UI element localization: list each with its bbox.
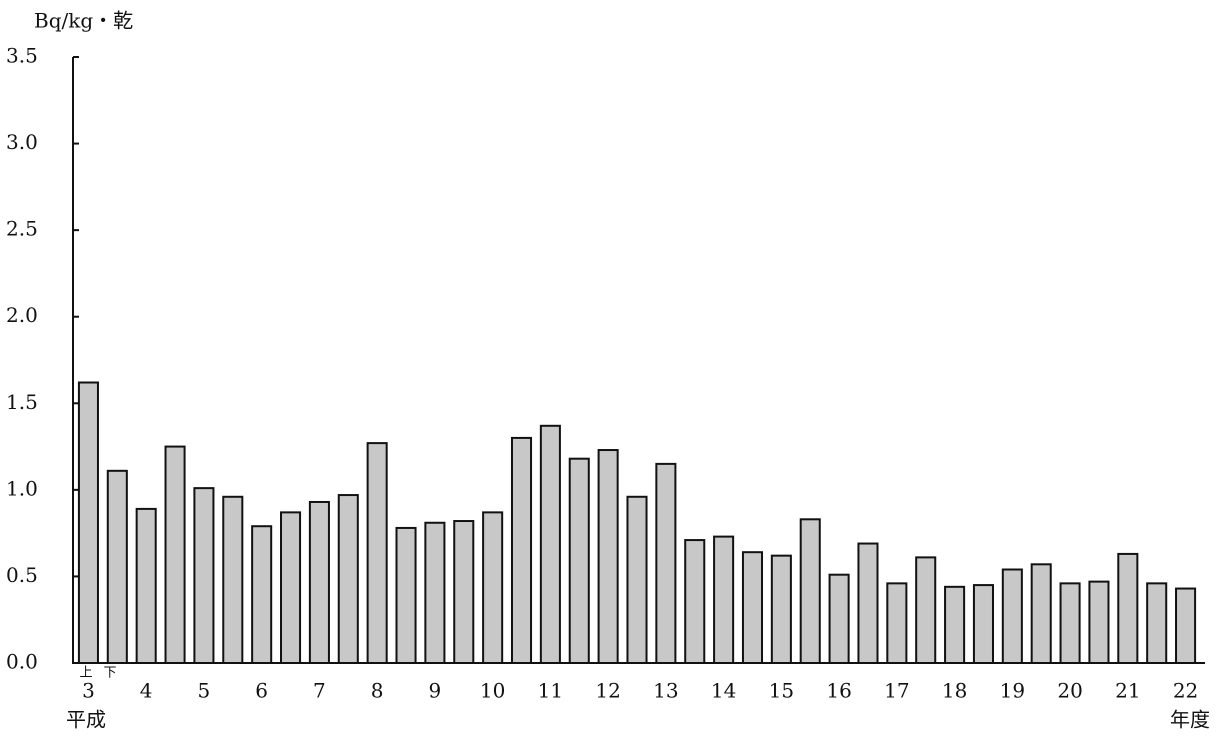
y-axis-label: Bq/kg・乾 (34, 9, 133, 33)
y-tick-label: 0.5 (6, 563, 38, 587)
bar (337, 494, 359, 664)
bar (1146, 582, 1168, 665)
bar (308, 500, 330, 664)
bar (972, 584, 994, 664)
x-tick-label: 14 (711, 679, 736, 703)
bar (770, 554, 792, 664)
y-tick-label: 0.0 (6, 650, 38, 674)
bar (135, 507, 157, 664)
bar (915, 556, 937, 665)
x-tick-label: 21 (1115, 679, 1140, 703)
bar (597, 449, 619, 664)
x-tick-label: 16 (826, 679, 851, 703)
x-tick-label: 18 (942, 679, 967, 703)
bar (1175, 587, 1197, 665)
x-tick-label: 7 (313, 679, 326, 703)
bar (453, 520, 475, 664)
x-tick-label: 5 (198, 679, 211, 703)
x-tick-label: 8 (371, 679, 384, 703)
y-tick-label: 1.0 (6, 476, 38, 500)
bar (828, 573, 850, 664)
x-tick-label: 9 (429, 679, 442, 703)
half-label: 上 (79, 666, 92, 681)
bar (395, 526, 417, 664)
x-tick-label: 13 (653, 679, 678, 703)
x-tick-label: 17 (884, 679, 909, 703)
y-tick-label: 2.5 (6, 217, 38, 241)
bar (1117, 552, 1139, 664)
bar (424, 521, 446, 664)
era-label: 平成 (66, 708, 106, 732)
y-tick-label: 3.0 (6, 130, 38, 154)
bar (1030, 563, 1052, 665)
bar (799, 518, 821, 665)
bar (280, 511, 302, 665)
x-tick-label: 20 (1057, 679, 1082, 703)
y-tick-label: 2.0 (6, 303, 38, 327)
bar (251, 525, 273, 665)
x-tick-label: 11 (538, 679, 563, 703)
half-label: 下 (103, 666, 116, 681)
bar (510, 436, 533, 664)
bar (106, 469, 128, 664)
bar (193, 487, 215, 664)
y-tick-label: 3.5 (6, 44, 38, 68)
bar (655, 462, 677, 664)
bar (1059, 582, 1081, 665)
x-unit-label: 年度 (1170, 708, 1210, 732)
x-tick-label: 19 (1000, 679, 1025, 703)
bar (944, 585, 966, 664)
x-tick-label: 6 (255, 679, 268, 703)
bar (1001, 568, 1023, 665)
x-tick-label: 10 (480, 679, 505, 703)
bar (568, 457, 590, 665)
x-tick-label: 3 (82, 679, 95, 703)
bar (539, 424, 561, 664)
bar (77, 381, 99, 664)
bar (886, 582, 908, 665)
x-tick-label: 15 (769, 679, 794, 703)
bar (741, 551, 764, 665)
bar (1088, 580, 1110, 665)
x-tick-label: 22 (1173, 679, 1198, 703)
bar (222, 495, 244, 665)
bar (482, 511, 504, 665)
bar (164, 445, 186, 665)
bar (713, 535, 735, 664)
bar (684, 539, 706, 664)
x-tick-label: 12 (595, 679, 620, 703)
bar (857, 542, 879, 665)
bar (626, 495, 648, 665)
x-tick-label: 4 (140, 679, 153, 703)
y-tick-label: 1.5 (6, 390, 38, 414)
bar (366, 442, 388, 665)
